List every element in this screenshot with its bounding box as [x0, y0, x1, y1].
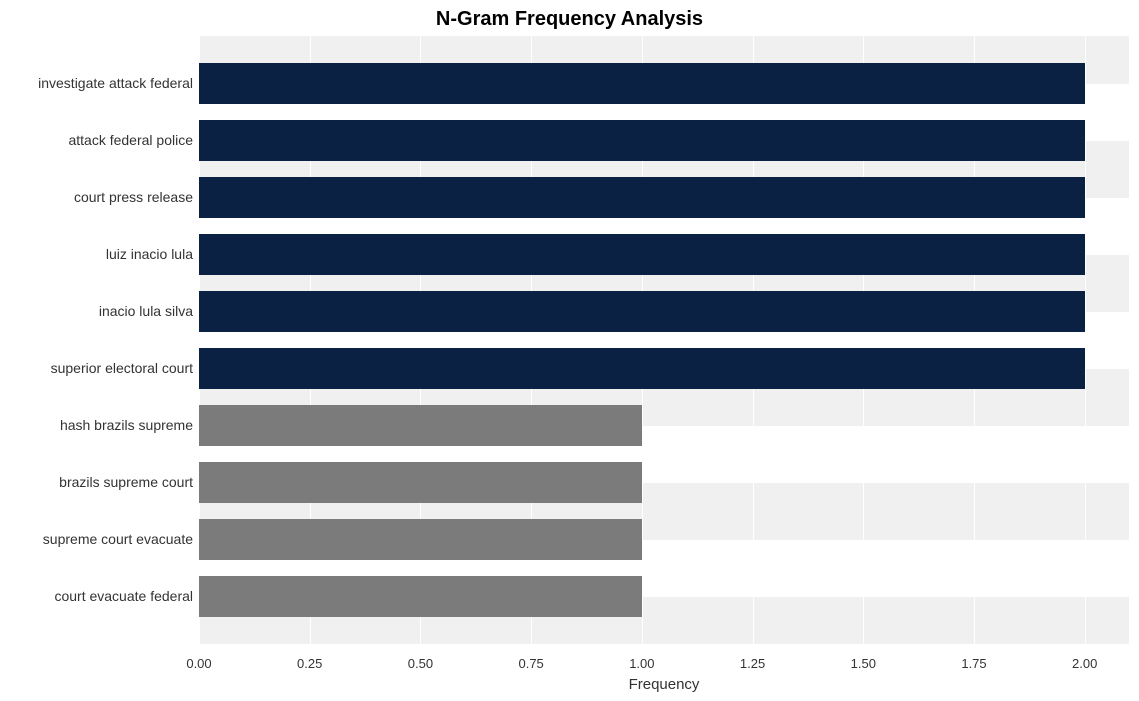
chart-title: N-Gram Frequency Analysis — [0, 8, 1139, 31]
x-axis-label: Frequency — [199, 676, 1129, 693]
y-tick-label: brazils supreme court — [0, 474, 193, 490]
bar-row — [199, 405, 1129, 446]
bar — [199, 63, 1085, 104]
y-tick-label: supreme court evacuate — [0, 531, 193, 547]
y-tick-label: court press release — [0, 189, 193, 205]
y-tick-label: hash brazils supreme — [0, 417, 193, 433]
bar-row — [199, 234, 1129, 275]
x-tick-label: 1.00 — [629, 656, 654, 671]
chart-container: N-Gram Frequency Analysis investigate at… — [0, 0, 1139, 701]
x-tick-label: 2.00 — [1072, 656, 1097, 671]
bar-row — [199, 291, 1129, 332]
x-tick-label: 0.00 — [186, 656, 211, 671]
plot-area — [199, 36, 1129, 644]
bar-row — [199, 348, 1129, 389]
x-tick-label: 1.25 — [740, 656, 765, 671]
bar — [199, 291, 1085, 332]
y-tick-label: attack federal police — [0, 132, 193, 148]
bar — [199, 234, 1085, 275]
bar — [199, 120, 1085, 161]
x-tick-label: 0.25 — [297, 656, 322, 671]
x-tick-label: 1.75 — [961, 656, 986, 671]
y-tick-label: superior electoral court — [0, 360, 193, 376]
bar-row — [199, 462, 1129, 503]
bar-row — [199, 63, 1129, 104]
bar — [199, 519, 642, 560]
bar — [199, 177, 1085, 218]
bar-row — [199, 120, 1129, 161]
bar — [199, 405, 642, 446]
y-tick-label: investigate attack federal — [0, 75, 193, 91]
bar — [199, 462, 642, 503]
y-tick-label: court evacuate federal — [0, 588, 193, 604]
y-tick-label: inacio lula silva — [0, 303, 193, 319]
x-tick-label: 0.50 — [408, 656, 433, 671]
x-tick-label: 0.75 — [518, 656, 543, 671]
x-tick-label: 1.50 — [851, 656, 876, 671]
bar-row — [199, 177, 1129, 218]
bar-row — [199, 519, 1129, 560]
y-tick-label: luiz inacio lula — [0, 246, 193, 262]
bar-row — [199, 576, 1129, 617]
bar — [199, 576, 642, 617]
bar — [199, 348, 1085, 389]
